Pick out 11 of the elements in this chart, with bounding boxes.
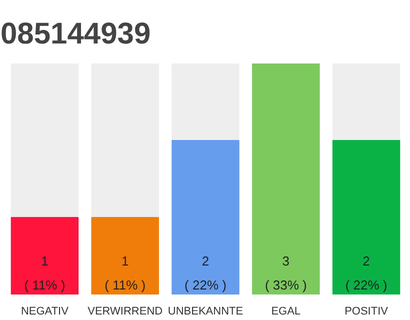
x-tick-label: UNBEKANNTE [168, 306, 244, 318]
x-tick-label: VERWIRREND [88, 306, 163, 318]
chart-title: 085144939 [0, 18, 151, 50]
x-tick-label: EGAL [271, 306, 301, 318]
data-label: 1 ( 11% ) [104, 253, 146, 292]
x-tick-label: POSITIV [344, 306, 389, 318]
data-label: 2 ( 22% ) [184, 253, 226, 292]
x-tick-label: NEGATIV [20, 306, 70, 318]
data-label: 3 ( 33% ) [264, 253, 307, 292]
data-label: 1 ( 11% ) [24, 253, 66, 292]
data-label: 2 ( 22% ) [345, 253, 388, 292]
